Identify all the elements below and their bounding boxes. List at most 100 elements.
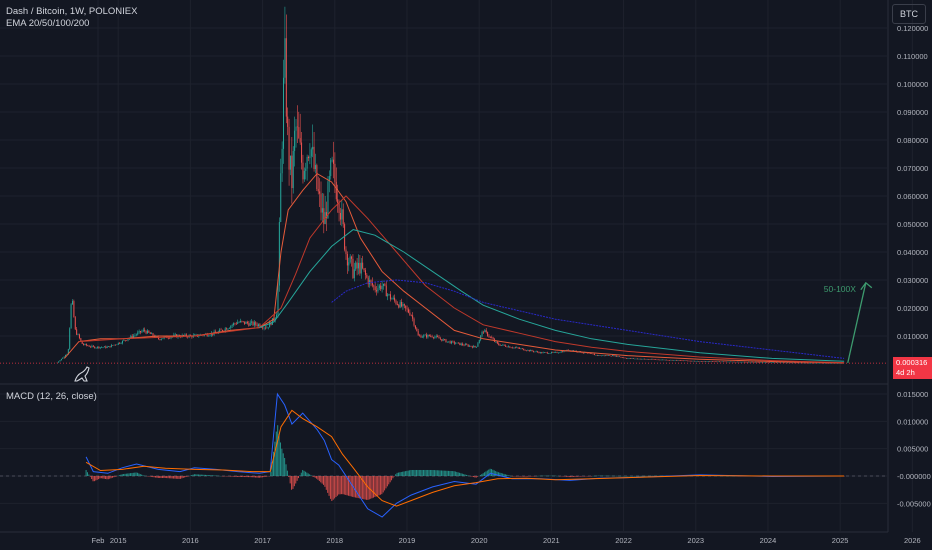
macd-histogram-bar	[370, 476, 372, 499]
price-candle	[502, 344, 504, 346]
price-candle	[620, 357, 622, 358]
price-candle	[831, 363, 833, 364]
price-candle	[693, 360, 695, 362]
macd-histogram-bar	[114, 476, 116, 477]
price-candle	[521, 348, 523, 350]
price-candle	[541, 352, 543, 354]
price-candle	[730, 361, 732, 363]
macd-histogram-bar	[353, 476, 355, 498]
y-tick-label: 0.070000	[897, 164, 928, 173]
price-candle	[320, 193, 322, 213]
x-tick-label: 2017	[254, 536, 271, 545]
macd-histogram-bar	[349, 476, 351, 497]
price-candle	[165, 336, 167, 337]
macd-legend: MACD (12, 26, close)	[6, 391, 97, 402]
price-candle	[271, 318, 273, 325]
price-candle	[294, 130, 296, 151]
price-candle	[836, 363, 838, 364]
price-candle	[295, 126, 297, 131]
macd-histogram-bar	[350, 476, 352, 497]
price-candle	[642, 358, 644, 360]
macd-histogram-bar	[163, 476, 165, 479]
price-candle	[356, 262, 358, 269]
price-candle	[280, 173, 282, 222]
currency-button[interactable]: BTC	[892, 4, 926, 24]
price-candle	[759, 362, 761, 363]
macd-histogram-bar	[134, 472, 136, 476]
price-candle	[659, 359, 661, 361]
price-candle	[334, 163, 336, 182]
macd-histogram-bar	[425, 469, 427, 476]
price-candle	[462, 343, 464, 345]
price-candle	[444, 339, 446, 340]
price-candle	[371, 282, 373, 286]
price-candle	[148, 330, 150, 333]
price-candle	[814, 362, 816, 364]
macd-histogram-bar	[266, 476, 268, 477]
price-candle	[441, 339, 443, 341]
price-candle	[555, 352, 557, 353]
price-candle	[775, 362, 777, 363]
price-candle	[266, 327, 268, 329]
price-candle	[117, 342, 119, 345]
price-candle	[195, 334, 197, 336]
macd-histogram-bar	[186, 476, 188, 477]
price-candle	[424, 334, 426, 336]
price-candle	[662, 359, 664, 361]
price-candle	[603, 355, 605, 357]
price-candle	[773, 362, 775, 363]
price-candle	[453, 341, 455, 344]
price-candle	[739, 361, 741, 363]
macd-histogram-bar	[327, 476, 329, 493]
price-candle	[398, 304, 400, 308]
price-candle	[507, 346, 509, 348]
macd-histogram-bar	[342, 476, 344, 495]
price-candle	[623, 357, 625, 359]
price-candle	[302, 162, 304, 180]
macd-histogram-bar	[441, 470, 443, 476]
price-candle	[94, 346, 96, 349]
price-candle	[317, 189, 319, 192]
macd-histogram-bar	[386, 476, 388, 487]
price-candle	[263, 327, 265, 329]
price-candle	[409, 312, 411, 316]
price-candle	[353, 269, 355, 279]
macd-histogram-bar	[231, 476, 233, 477]
price-candle	[252, 321, 254, 326]
price-candle	[80, 338, 82, 341]
price-candle	[782, 362, 784, 364]
macd-histogram-bar	[503, 473, 505, 476]
macd-histogram-bar	[431, 469, 433, 476]
price-candle	[498, 343, 500, 345]
price-candle	[834, 363, 836, 364]
price-candle	[174, 334, 176, 336]
price-candle	[471, 346, 473, 348]
price-candle	[595, 354, 597, 356]
price-candle	[289, 155, 291, 170]
price-candle	[445, 339, 447, 343]
price-candle	[613, 355, 615, 357]
macd-histogram-bar	[246, 476, 248, 478]
macd-histogram-bar	[439, 470, 441, 476]
macd-histogram-bar	[242, 476, 244, 478]
price-candle	[607, 355, 609, 357]
price-candle	[485, 330, 487, 333]
price-candle	[284, 38, 286, 78]
price-candle	[614, 355, 616, 357]
price-candle	[570, 350, 572, 351]
macd-histogram-bar	[570, 476, 572, 478]
price-candle	[470, 345, 472, 347]
macd-histogram-bar	[464, 474, 466, 476]
macd-histogram-bar	[149, 476, 151, 477]
price-candle	[287, 116, 289, 127]
price-candle	[825, 362, 827, 364]
price-candle	[421, 336, 423, 338]
macd-histogram-bar	[336, 476, 338, 496]
macd-histogram-bar	[388, 476, 390, 485]
price-candle	[668, 360, 670, 361]
price-candle	[146, 330, 148, 334]
price-candle	[767, 362, 769, 363]
price-candle	[787, 362, 789, 364]
price-candle	[434, 336, 436, 338]
